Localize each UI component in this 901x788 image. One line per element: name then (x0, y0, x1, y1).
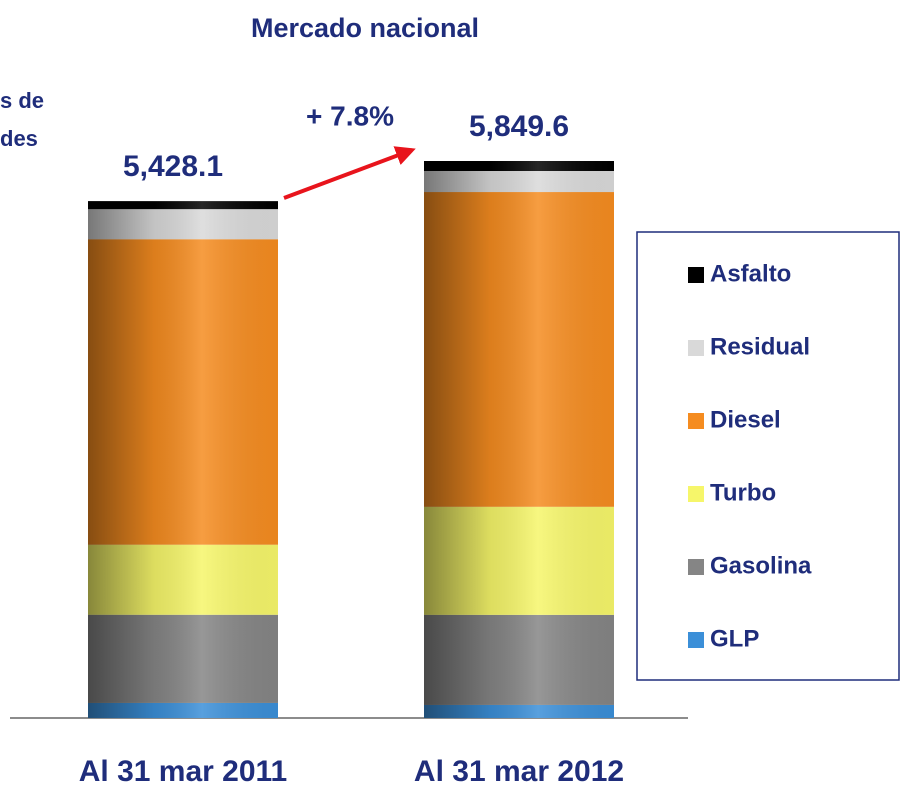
x-tick-label: Al 31 mar 2012 (414, 755, 624, 788)
legend-swatch (688, 559, 704, 575)
legend-label: Asfalto (710, 260, 791, 287)
legend-label: Gasolina (710, 552, 812, 579)
legend-label: GLP (710, 625, 759, 652)
total-label: 5,428.1 (123, 150, 223, 183)
legend-swatch (688, 413, 704, 429)
y-label: s de (0, 88, 44, 113)
bar-shade (88, 201, 278, 718)
bar-shade (424, 161, 614, 718)
growth-annotation: + 7.8% (306, 100, 394, 131)
total-label: 5,849.6 (469, 110, 569, 143)
legend-swatch (688, 340, 704, 356)
legend-box (636, 231, 900, 681)
legend-label: Residual (710, 333, 810, 360)
legend-swatch (688, 632, 704, 648)
legend-swatch (688, 267, 704, 283)
x-tick-label: Al 31 mar 2011 (79, 755, 288, 788)
chart-title: Mercado nacional (251, 13, 479, 43)
legend-swatch (688, 486, 704, 502)
y-label: des (0, 126, 38, 151)
legend-label: Diesel (710, 406, 781, 433)
legend-label: Turbo (710, 479, 776, 506)
growth-arrow (283, 146, 416, 200)
